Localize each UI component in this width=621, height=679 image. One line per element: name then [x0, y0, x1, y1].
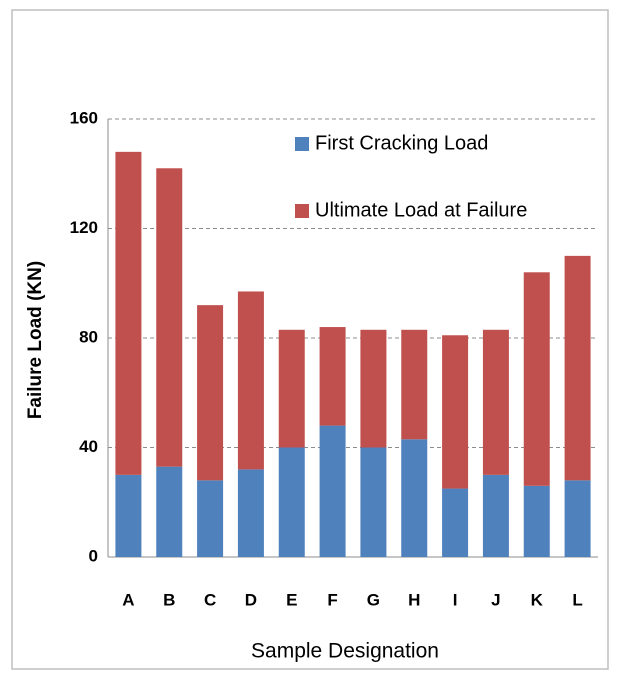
bar-segment	[482, 329, 509, 475]
x-tick-label: G	[367, 590, 380, 609]
legend-label: First Cracking Load	[315, 132, 488, 154]
y-axis-title: Failure Load (KN)	[25, 261, 46, 419]
x-tick-label: J	[491, 590, 500, 609]
bar-segment	[401, 329, 428, 440]
legend-swatch	[295, 137, 309, 151]
chart-frame	[11, 9, 609, 670]
bar-segment	[482, 474, 509, 557]
x-tick-label: H	[408, 590, 420, 609]
x-tick-label: I	[453, 590, 458, 609]
bar-segment	[360, 447, 387, 557]
x-tick-label: C	[204, 590, 216, 609]
legend-label: Ultimate Load at Failure	[315, 199, 527, 221]
x-tick-label: E	[286, 590, 297, 609]
bar-segment	[156, 466, 183, 557]
bar-segment	[237, 291, 264, 470]
bar-segment	[237, 469, 264, 557]
bar-segment	[115, 151, 142, 475]
x-tick-label: A	[122, 590, 134, 609]
bar-segment	[278, 329, 305, 448]
x-tick-label: F	[327, 590, 337, 609]
bar-segment	[401, 439, 428, 557]
bar-segment	[115, 474, 142, 557]
y-tick-label: 120	[70, 218, 98, 237]
bar-segment	[278, 447, 305, 557]
bar-segment	[197, 305, 224, 481]
bar-segment	[442, 335, 469, 489]
bar-segment	[360, 329, 387, 448]
y-tick-label: 80	[79, 327, 98, 346]
y-tick-label: 160	[70, 108, 98, 127]
bar-segment	[523, 272, 550, 486]
x-tick-label: D	[245, 590, 257, 609]
x-tick-label: L	[572, 590, 582, 609]
bar-segment	[197, 480, 224, 557]
y-tick-label: 40	[79, 437, 98, 456]
x-tick-label: K	[531, 590, 544, 609]
bar-segment	[564, 255, 591, 481]
x-axis-title: Sample Designation	[251, 640, 439, 663]
x-tick-label: B	[163, 590, 175, 609]
bar-segment	[564, 480, 591, 557]
legend-swatch	[295, 204, 309, 218]
bar-segment	[523, 485, 550, 557]
bar-segment	[319, 327, 346, 426]
bar-segment	[442, 488, 469, 557]
bar-segment	[156, 168, 183, 467]
y-tick-label: 0	[89, 546, 98, 565]
bar-segment	[319, 425, 346, 557]
